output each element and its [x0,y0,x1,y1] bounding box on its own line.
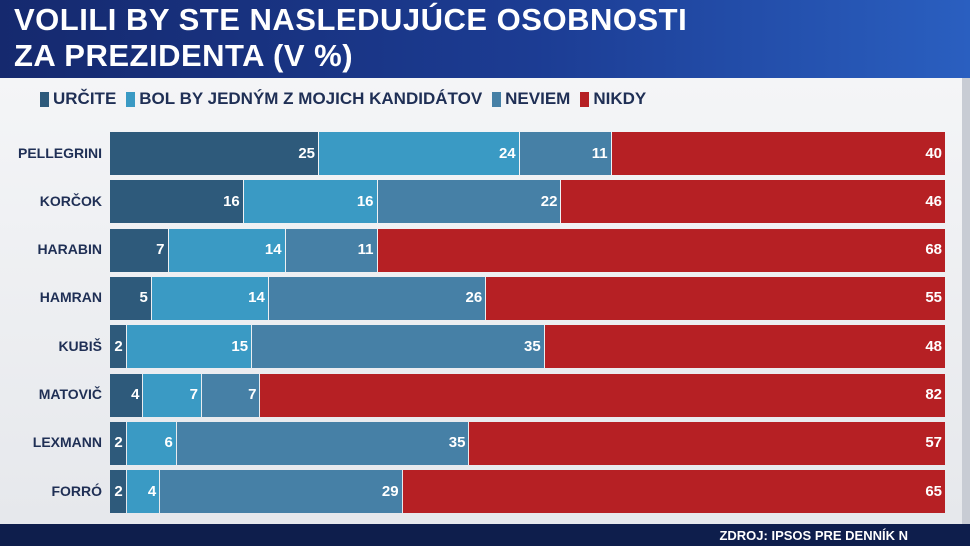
bar-segment [176,421,469,465]
category-label: KORČOK [39,192,102,209]
category-label: LEXMANN [32,434,102,451]
data-label: 15 [231,337,249,355]
chart-title-line-2: ZA PREZIDENTA (V %) [14,38,354,73]
data-label: 46 [925,192,942,210]
data-label: 29 [381,482,399,500]
bar-segment [110,132,318,175]
data-label: 35 [448,434,466,452]
legend-label: NIKDY [593,89,647,108]
bar-segment [319,132,519,175]
bar-segment [160,470,402,514]
category-label: HAMRAN [39,289,102,306]
data-label: 16 [356,192,374,210]
bar-segment [260,373,945,417]
data-label: 55 [925,289,942,307]
data-label: 2 [114,337,123,355]
data-label: 14 [248,289,265,307]
category-label: PELLEGRINI [17,144,102,161]
bar-segment [377,180,561,224]
data-label: 11 [357,241,374,259]
bar-segment [168,228,285,272]
legend-item: BOL BY JEDNÝM Z MOJICH KANDIDÁTOV [126,89,482,109]
source-band [0,524,970,546]
data-label: 22 [540,192,558,210]
legend-swatch [40,91,49,107]
data-label: 7 [189,386,198,403]
bar-segment [110,228,168,272]
data-label: 7 [156,241,165,259]
legend-swatch [492,91,502,107]
bar-segment [402,470,945,514]
chart-legend: URČITE BOL BY JEDNÝM Z MOJICH KANDIDÁTOV N… [40,88,656,110]
bar-segment [126,325,252,369]
chart-title-line-1: VOLILI BY STE NASLEDUJÚCE OSOBNOSTI [14,2,688,37]
data-label: 4 [131,386,140,403]
data-label: 35 [524,337,541,355]
bar-segment [486,276,945,320]
data-label: 2 [114,434,123,452]
title-band [0,0,970,78]
bar-segment [469,421,945,465]
data-label: 24 [498,144,516,162]
data-label: 7 [248,386,257,403]
bar-segment [285,228,377,272]
bar-segment [519,132,611,175]
data-label: 65 [925,482,942,500]
data-label: 4 [147,482,157,500]
legend-swatch [126,91,136,107]
bar-segment [110,470,126,514]
bar-segment [126,470,160,514]
bar-segment [110,276,151,320]
data-label: 82 [925,386,942,403]
data-label: 11 [591,144,608,162]
bar-segment [252,325,544,369]
data-label: 57 [925,434,942,452]
legend-label: NEVIEM [505,89,571,108]
data-label: 26 [465,289,483,307]
data-label: 40 [925,144,942,162]
bar-segment [377,228,945,272]
data-label: 25 [298,144,315,162]
legend-label: URČITE [53,89,117,108]
bar-segment [243,180,377,224]
category-label: MATOVIČ [38,386,102,402]
bar-segment [268,276,486,320]
panel-edge [962,78,970,524]
bar-segment [561,180,945,224]
legend-item: URČITE [40,89,116,109]
bar-segment [110,180,243,224]
legend-label: BOL BY JEDNÝM Z MOJICH KANDIDÁTOV [139,89,483,108]
data-label: 68 [925,241,942,259]
bar-segment [110,325,126,369]
data-label: 5 [139,289,148,307]
bar-segment [611,132,945,175]
source-label: ZDROJ: IPSOS PRE DENNÍK N [719,528,908,543]
data-label: 48 [925,337,942,355]
bar-segment [110,421,126,465]
bar-segment [126,421,176,465]
bar-segment [544,325,945,369]
bar-segment [151,276,268,320]
legend-swatch [580,91,590,107]
category-label: KUBIŠ [58,337,102,354]
data-label: 14 [264,241,282,259]
category-label: FORRÓ [51,482,102,499]
legend-item: NEVIEM [492,89,570,109]
bar-segment [143,373,201,417]
bar-segment [201,373,260,417]
bar-segment [110,373,143,417]
category-label: HARABIN [37,241,102,258]
data-label: 16 [223,192,240,210]
data-label: 2 [114,482,123,500]
legend-item: NIKDY [580,89,646,109]
data-label: 6 [164,434,173,452]
